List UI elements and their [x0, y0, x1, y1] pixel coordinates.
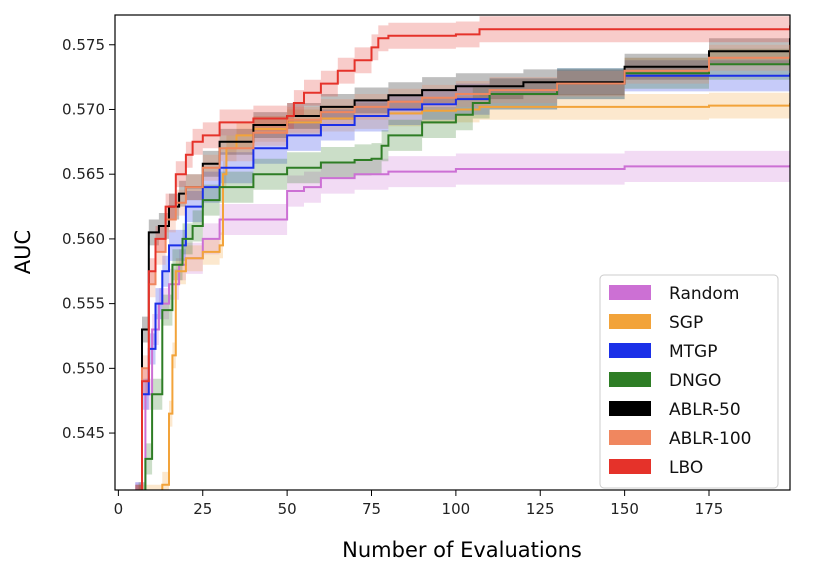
legend-label-mtgp: MTGP: [669, 342, 717, 362]
x-tick-label: 125: [526, 500, 555, 518]
band-dngo: [138, 39, 790, 490]
y-tick-label: 0.565: [62, 165, 105, 183]
x-tick-label: 100: [442, 500, 471, 518]
y-tick-label: 0.555: [62, 295, 105, 313]
legend-swatch-sgp: [609, 314, 651, 329]
legend-swatch-ablr-50: [609, 401, 651, 416]
x-tick-label: 50: [278, 500, 297, 518]
series-line-random: [144, 165, 790, 490]
legend-label-random: Random: [669, 284, 739, 304]
legend-label-lbo: LBO: [669, 458, 703, 478]
legend-swatch-random: [609, 285, 651, 300]
plot-frame: [114, 14, 791, 491]
y-tick-label: 0.575: [62, 36, 105, 54]
series-line-ablr-100: [141, 44, 790, 490]
legend: Random SGP MTGP DNGO ABLR-50 ABLR-100 LBO: [599, 274, 779, 489]
x-tick-label: 150: [610, 500, 639, 518]
y-axis-title: AUC: [11, 230, 35, 274]
x-axis-title: Number of Evaluations: [342, 538, 582, 562]
y-tick-label: 0.550: [62, 359, 105, 377]
x-tick-label: 25: [193, 500, 212, 518]
legend-label-ablr-100: ABLR-100: [669, 429, 751, 449]
y-tick-label: 0.545: [62, 424, 105, 442]
legend-label-sgp: SGP: [669, 313, 703, 333]
y-tick-label: 0.560: [62, 230, 105, 248]
x-tick-label: 175: [695, 500, 724, 518]
legend-label-ablr-50: ABLR-50: [669, 400, 741, 420]
legend-swatch-mtgp: [609, 343, 651, 358]
x-tick-label: 75: [362, 500, 381, 518]
series-line-sgp: [161, 103, 790, 490]
legend-swatch-ablr-100: [609, 430, 651, 445]
x-tick-label: 0: [114, 500, 124, 518]
series-line-lbo: [141, 25, 790, 490]
legend-label-dngo: DNGO: [669, 371, 721, 391]
y-tick-label: 0.570: [62, 100, 105, 118]
series-line-dngo: [144, 55, 790, 490]
legend-swatch-dngo: [609, 372, 651, 387]
legend-swatch-lbo: [609, 459, 651, 474]
